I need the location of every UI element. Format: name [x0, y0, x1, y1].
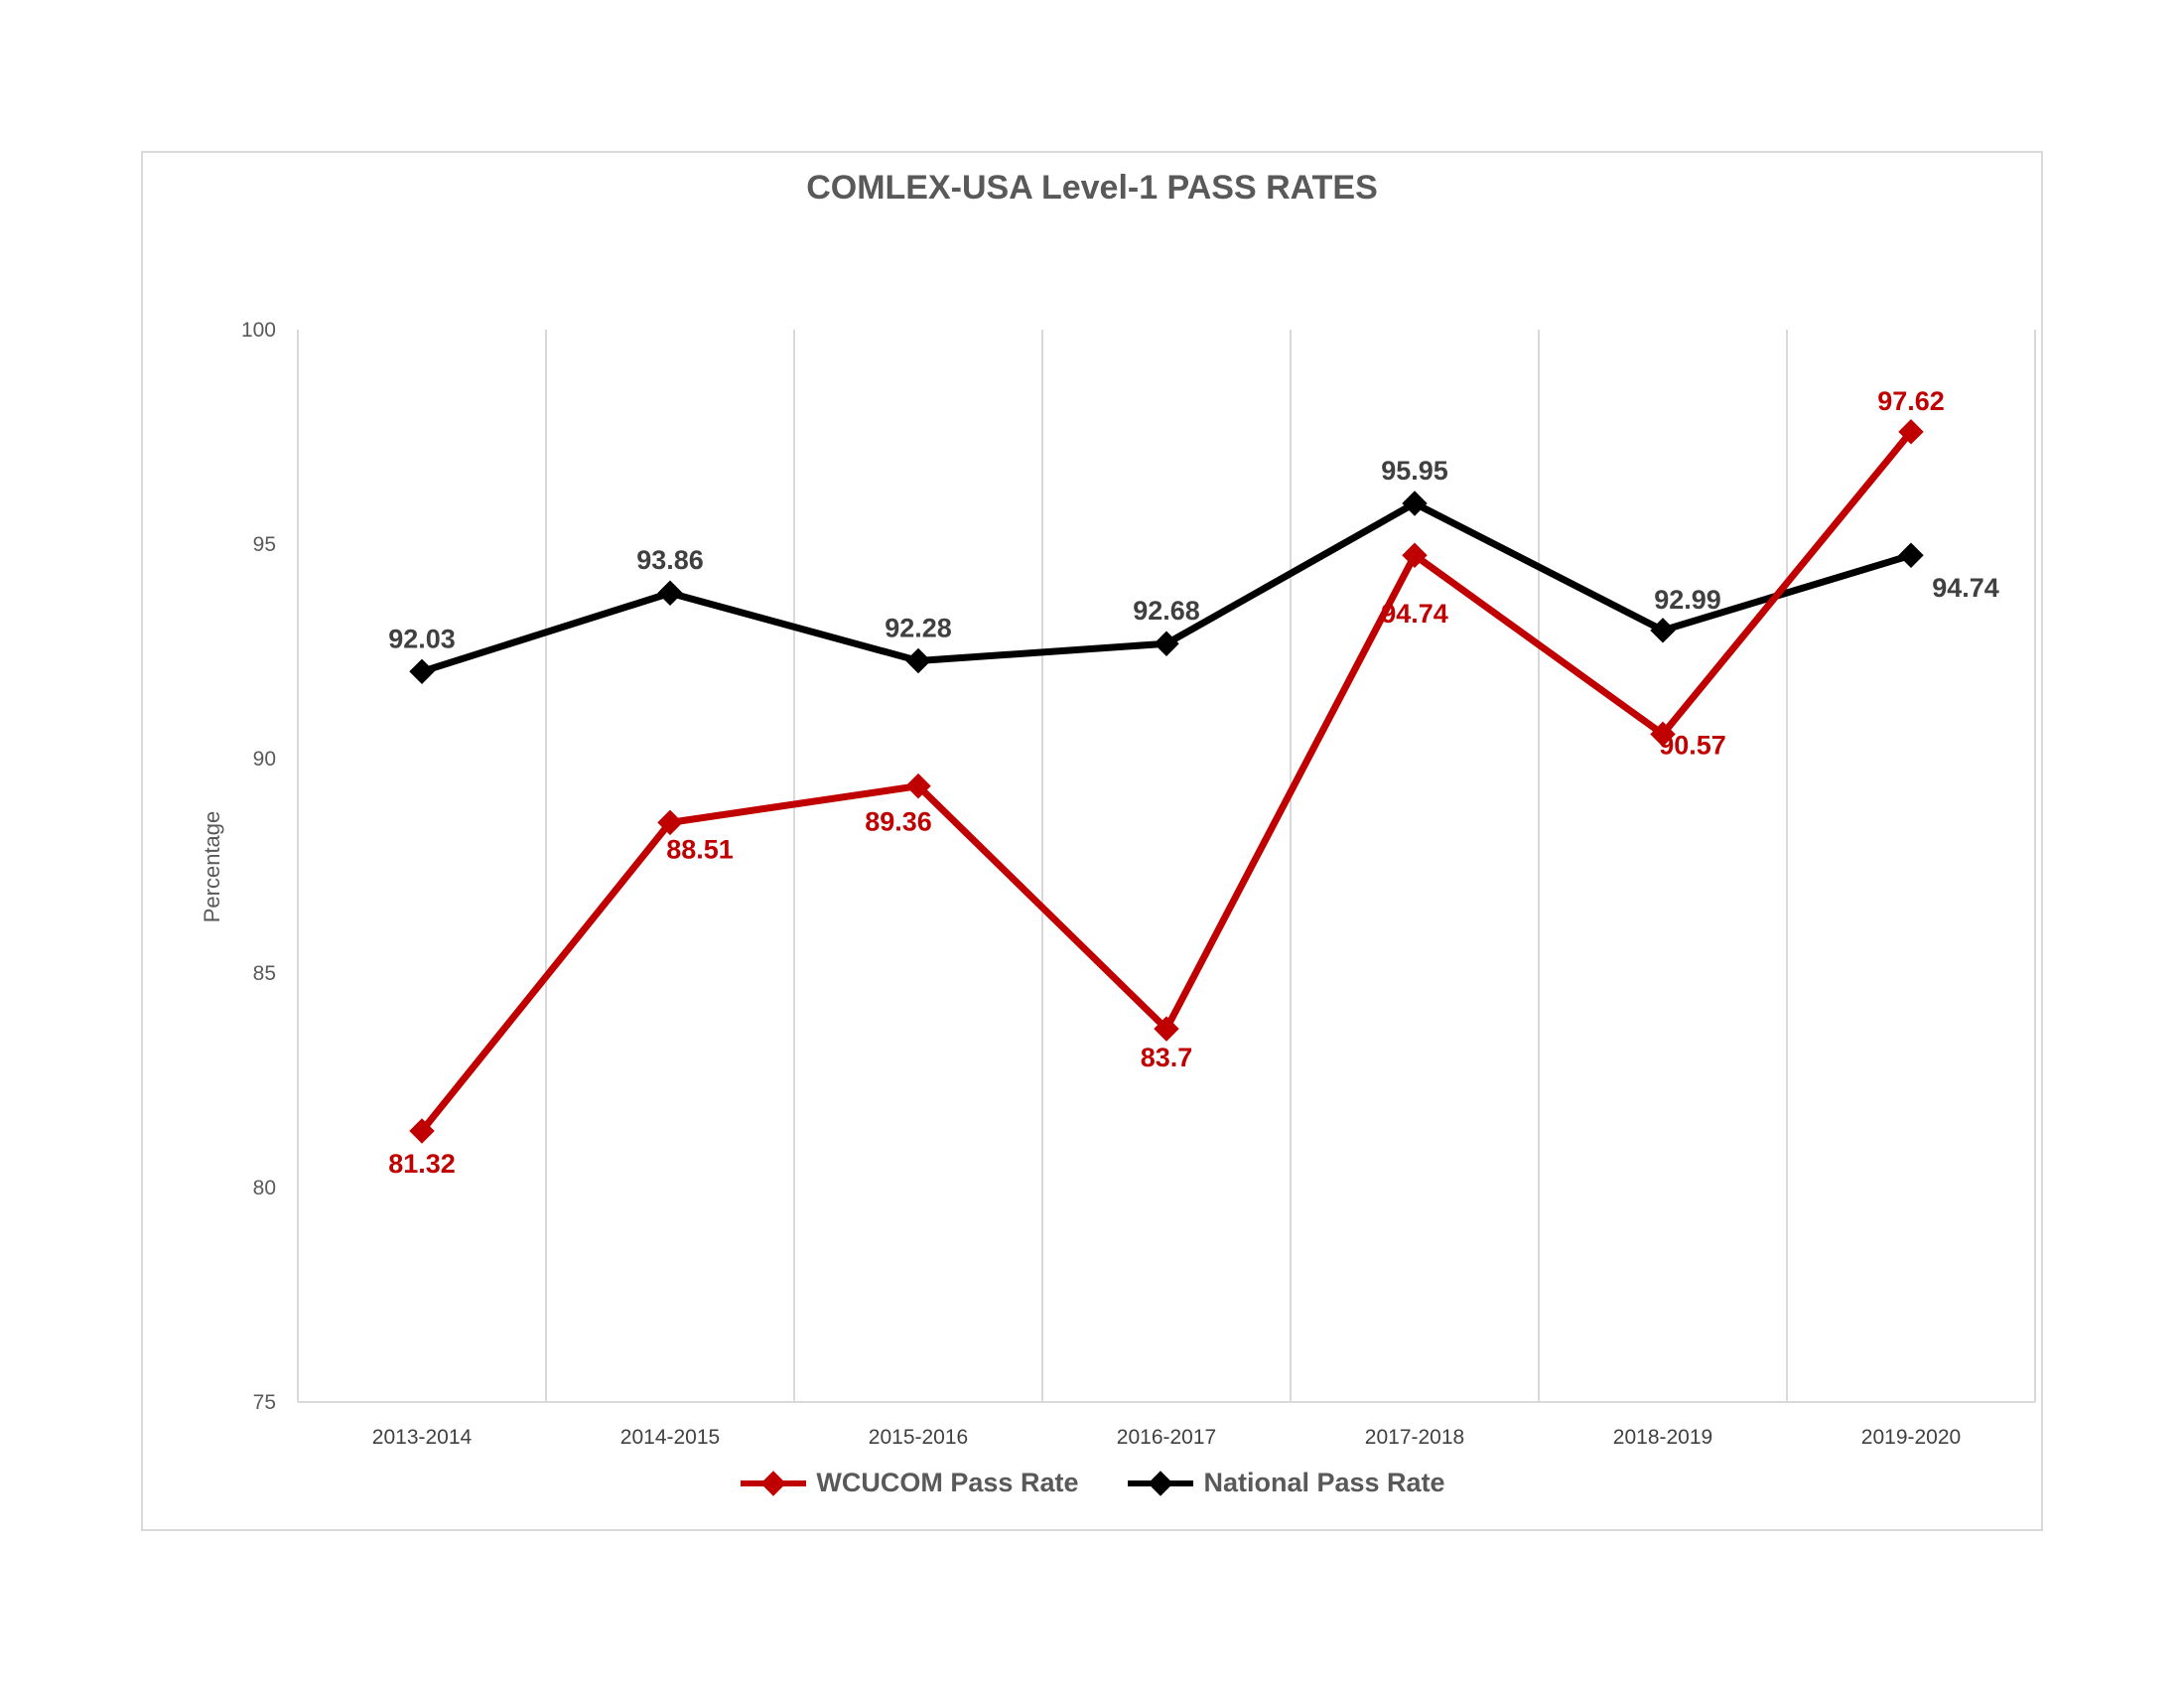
data-label-wcucom: 97.62: [1877, 386, 1945, 416]
chart-frame: [141, 151, 2043, 1531]
data-label-wcucom: 89.36: [865, 807, 932, 837]
data-label-national: 92.68: [1133, 596, 1200, 626]
data-point-national: [1898, 542, 1924, 568]
data-point-national: [905, 647, 931, 674]
chart-title: COMLEX-USA Level-1 PASS RATES: [806, 169, 1378, 207]
x-tick-label: 2019-2020: [1861, 1426, 1961, 1449]
y-tick-label: 100: [241, 319, 276, 342]
data-label-wcucom: 81.32: [388, 1149, 456, 1179]
data-label-national: 92.03: [388, 624, 456, 653]
data-point-wcucom: [905, 773, 931, 799]
data-label-wcucom: 90.57: [1659, 730, 1726, 760]
x-tick-label: 2016-2017: [1117, 1426, 1216, 1449]
data-point-national: [409, 658, 435, 685]
legend-label-wcucom: WCUCOM Pass Rate: [816, 1468, 1079, 1497]
x-tick-label: 2015-2016: [869, 1426, 968, 1449]
data-label-wcucom: 94.74: [1381, 599, 1448, 629]
legend-item-national: National Pass Rate: [1126, 1468, 1445, 1498]
data-label-wcucom: 83.7: [1141, 1043, 1193, 1072]
legend-swatch-national: [1128, 1470, 1194, 1496]
data-label-national: 94.74: [1932, 573, 1999, 603]
legend-swatch-wcucom: [741, 1470, 807, 1496]
x-tick-label: 2014-2015: [620, 1426, 720, 1449]
legend-label-national: National Pass Rate: [1203, 1468, 1445, 1497]
y-tick-label: 85: [253, 962, 276, 985]
legend: WCUCOM Pass Rate National Pass Rate: [141, 1468, 2043, 1498]
x-tick-label: 2018-2019: [1613, 1426, 1712, 1449]
legend-item-wcucom: WCUCOM Pass Rate: [739, 1468, 1078, 1498]
data-point-national: [657, 580, 683, 606]
data-point-wcucom: [657, 809, 683, 836]
y-tick-label: 75: [253, 1391, 276, 1414]
x-tick-label: 2017-2018: [1365, 1426, 1464, 1449]
x-tick-label: 2013-2014: [372, 1426, 473, 1449]
data-point-national: [1650, 618, 1676, 643]
data-label-wcucom: 88.51: [666, 834, 734, 864]
data-label-national: 95.95: [1381, 456, 1448, 486]
data-label-national: 93.86: [636, 545, 704, 575]
data-label-national: 92.28: [885, 614, 952, 643]
y-tick-label: 95: [253, 533, 276, 556]
y-tick-label: 80: [253, 1177, 276, 1199]
y-tick-label: 90: [253, 748, 276, 771]
data-label-national: 92.99: [1654, 585, 1721, 615]
